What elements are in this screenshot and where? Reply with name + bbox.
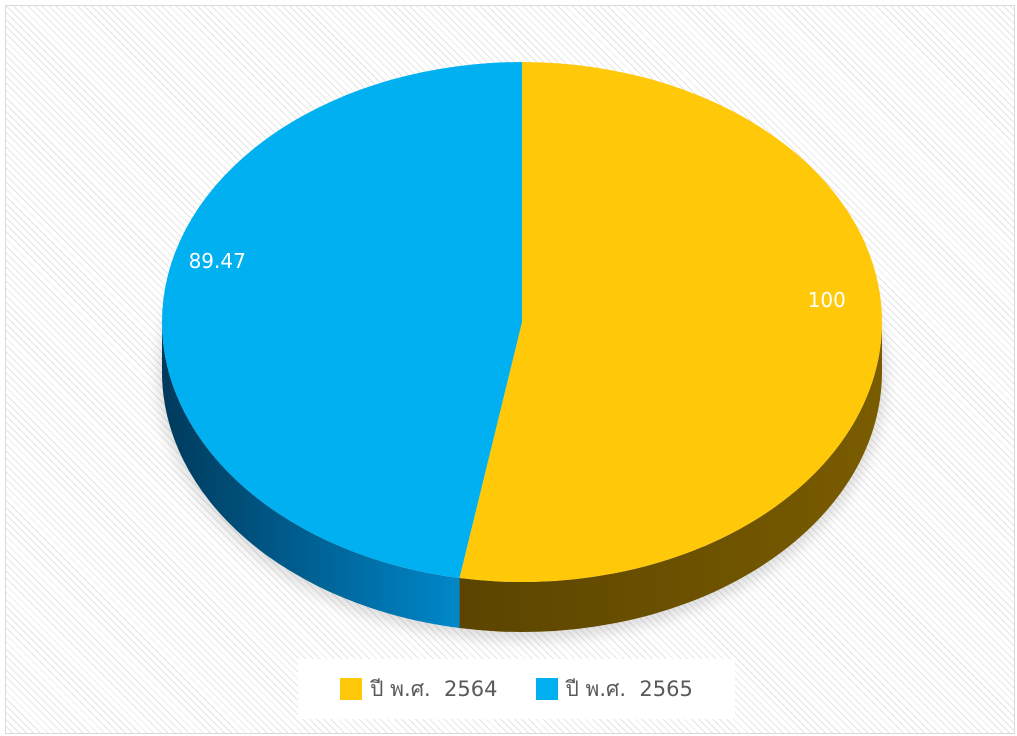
legend-label: ปี พ.ศ. 2564 <box>370 676 498 701</box>
data-label-0: 100 <box>808 288 846 312</box>
legend-swatch-blue <box>535 678 558 700</box>
legend-item-2565: ปี พ.ศ. 2565 <box>535 673 693 706</box>
pie-sides <box>162 322 882 633</box>
pie-slice-1 <box>161 61 522 579</box>
pie-side-1 <box>162 322 460 629</box>
legend-swatch-yellow <box>340 678 363 700</box>
pie-slices <box>161 61 882 582</box>
chart-legend: ปี พ.ศ. 2564 ปี พ.ศ. 2565 <box>298 659 735 719</box>
pie-slice-0 <box>459 62 882 582</box>
data-label-1: 89.47 <box>189 249 246 273</box>
legend-label: ปี พ.ศ. 2565 <box>565 676 693 701</box>
legend-item-2564: ปี พ.ศ. 2564 <box>340 673 498 706</box>
pie-side-0 <box>459 322 882 633</box>
pie-data-labels: 100 89.47 <box>189 249 846 312</box>
